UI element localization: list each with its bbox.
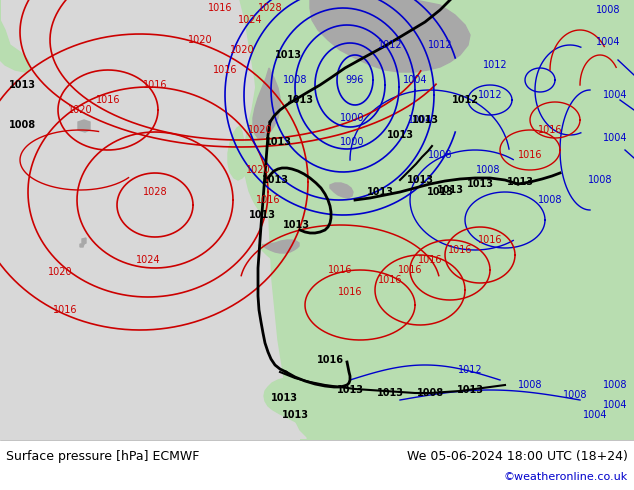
- Text: 1004: 1004: [603, 90, 627, 100]
- Text: 1020: 1020: [188, 35, 212, 45]
- Text: 1013: 1013: [337, 385, 363, 395]
- Text: 1004: 1004: [583, 410, 607, 420]
- Text: 1013: 1013: [271, 393, 297, 403]
- Text: 1012: 1012: [477, 90, 502, 100]
- Text: 1013: 1013: [249, 210, 276, 220]
- Polygon shape: [82, 238, 86, 245]
- Text: 1013: 1013: [411, 115, 439, 125]
- Text: 1008: 1008: [417, 388, 444, 398]
- Text: 1012: 1012: [482, 60, 507, 70]
- Text: 1012: 1012: [458, 365, 482, 375]
- Polygon shape: [330, 183, 353, 198]
- Text: 1016: 1016: [478, 235, 502, 245]
- Text: 1016: 1016: [143, 80, 167, 90]
- Text: 1008: 1008: [588, 175, 612, 185]
- Text: 996: 996: [346, 75, 364, 85]
- Text: 1008: 1008: [596, 5, 620, 15]
- Polygon shape: [0, 0, 30, 72]
- Text: 1024: 1024: [136, 255, 160, 265]
- Text: 1013: 1013: [287, 95, 313, 105]
- Text: 1008: 1008: [476, 165, 500, 175]
- Text: We 05-06-2024 18:00 UTC (18+24): We 05-06-2024 18:00 UTC (18+24): [407, 449, 628, 463]
- Polygon shape: [538, 160, 634, 240]
- Text: ©weatheronline.co.uk: ©weatheronline.co.uk: [504, 472, 628, 482]
- Text: 1004: 1004: [403, 75, 427, 85]
- Text: 1016: 1016: [328, 265, 353, 275]
- Text: 1016: 1016: [53, 305, 77, 315]
- Text: 1020: 1020: [48, 267, 72, 277]
- Text: 1013: 1013: [456, 385, 484, 395]
- Polygon shape: [240, 0, 634, 440]
- Text: 1012: 1012: [451, 95, 479, 105]
- Polygon shape: [473, 161, 564, 200]
- Polygon shape: [80, 244, 84, 247]
- Polygon shape: [262, 240, 299, 253]
- Text: 1028: 1028: [143, 187, 167, 197]
- Text: 1004: 1004: [596, 37, 620, 47]
- Text: 1016: 1016: [448, 245, 472, 255]
- Text: 1013: 1013: [467, 179, 493, 189]
- Text: 1020: 1020: [230, 45, 254, 55]
- Text: 1008: 1008: [563, 390, 587, 400]
- Text: 1020: 1020: [68, 105, 93, 115]
- Polygon shape: [310, 0, 470, 72]
- Polygon shape: [248, 0, 634, 182]
- Text: 1016: 1016: [418, 255, 443, 265]
- Text: 1013: 1013: [281, 410, 309, 420]
- Text: 1016: 1016: [256, 195, 280, 205]
- Text: 1008: 1008: [8, 120, 36, 130]
- Text: 1004: 1004: [603, 133, 627, 143]
- Text: 1013: 1013: [275, 50, 302, 60]
- Text: 1008: 1008: [603, 380, 627, 390]
- Polygon shape: [285, 173, 354, 210]
- Text: 1016: 1016: [316, 355, 344, 365]
- Polygon shape: [319, 103, 343, 210]
- Text: 1000: 1000: [340, 137, 365, 147]
- Text: 1016: 1016: [378, 275, 402, 285]
- Text: 1013: 1013: [264, 137, 292, 147]
- Text: 1016: 1016: [208, 3, 232, 13]
- Text: 1016: 1016: [538, 125, 562, 135]
- Text: 1008: 1008: [283, 75, 307, 85]
- Text: 1008: 1008: [538, 195, 562, 205]
- Text: 1008: 1008: [428, 150, 452, 160]
- Polygon shape: [264, 360, 634, 440]
- Text: 1024: 1024: [238, 15, 262, 25]
- Text: 1020: 1020: [248, 125, 273, 135]
- Text: 1016: 1016: [518, 150, 542, 160]
- Text: 1016: 1016: [213, 65, 237, 75]
- Text: 1013: 1013: [283, 220, 309, 230]
- Polygon shape: [244, 30, 298, 215]
- Text: 1016: 1016: [96, 95, 120, 105]
- Text: 1028: 1028: [257, 3, 282, 13]
- Text: 1012: 1012: [378, 40, 403, 50]
- Text: 1004: 1004: [603, 400, 627, 410]
- Text: 1012: 1012: [428, 40, 452, 50]
- Text: 1013: 1013: [436, 185, 463, 195]
- Text: 1020: 1020: [246, 165, 270, 175]
- Text: 1013: 1013: [377, 388, 403, 398]
- Polygon shape: [258, 226, 327, 268]
- Text: 1013: 1013: [507, 177, 533, 187]
- Text: 1013: 1013: [8, 80, 36, 90]
- Text: 1000: 1000: [340, 113, 365, 123]
- Text: 1004: 1004: [408, 115, 432, 125]
- Polygon shape: [78, 120, 90, 132]
- Polygon shape: [253, 68, 280, 138]
- Text: 1013: 1013: [366, 187, 394, 197]
- Text: 1016: 1016: [398, 265, 422, 275]
- Text: 1013: 1013: [427, 187, 453, 197]
- Text: 1013: 1013: [387, 130, 413, 140]
- Text: 1008: 1008: [518, 380, 542, 390]
- Text: 1016: 1016: [338, 287, 362, 297]
- Text: 1013: 1013: [406, 175, 434, 185]
- Polygon shape: [368, 159, 440, 204]
- Text: Surface pressure [hPa] ECMWF: Surface pressure [hPa] ECMWF: [6, 449, 199, 463]
- Text: 1013: 1013: [261, 175, 288, 185]
- Polygon shape: [228, 126, 248, 180]
